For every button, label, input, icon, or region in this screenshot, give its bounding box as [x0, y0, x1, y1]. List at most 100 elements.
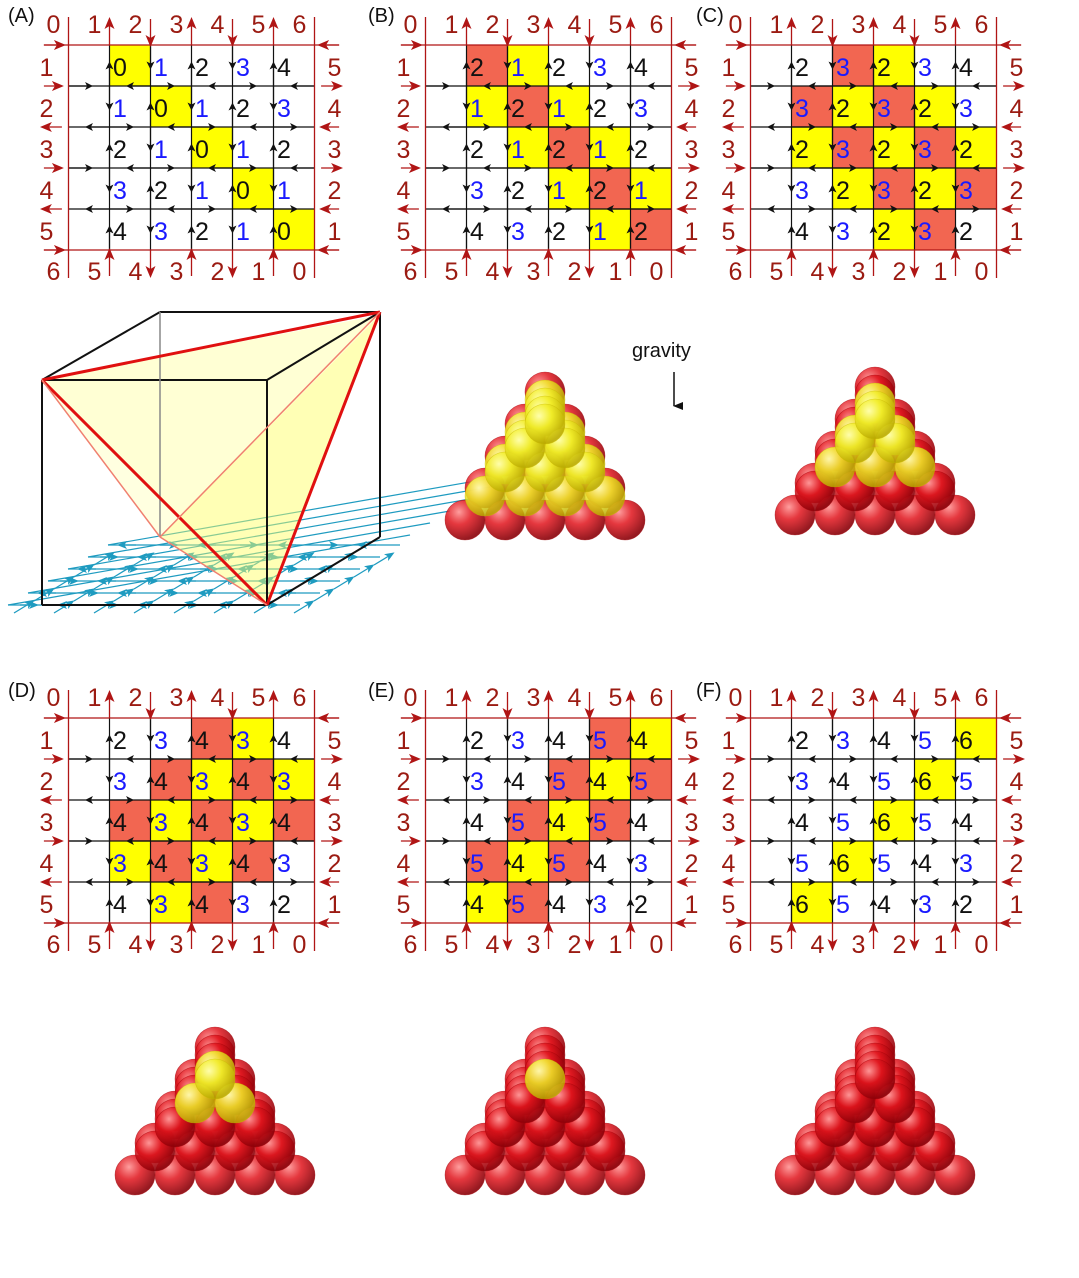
left-label: 5	[40, 218, 54, 246]
cell-fill	[273, 759, 315, 800]
lattice-arrow	[313, 588, 335, 602]
cell-height: 2	[836, 95, 850, 123]
cell-fill	[791, 127, 833, 168]
left-label: 4	[40, 177, 54, 205]
cell-height: 3	[795, 768, 809, 796]
cell-height: 2	[113, 727, 127, 755]
cell-height: 0	[113, 54, 127, 82]
cell-height: 5	[552, 768, 566, 796]
cell-height: 4	[236, 850, 250, 878]
right-label: 4	[1010, 95, 1024, 123]
cell-height: 3	[918, 54, 932, 82]
top-label: 4	[568, 684, 582, 712]
cell-height: 5	[918, 727, 932, 755]
stack-C	[774, 366, 976, 536]
right-label: 1	[685, 891, 699, 919]
cell-height: 3	[277, 95, 291, 123]
bottom-label: 2	[211, 258, 225, 286]
cell-height: 4	[511, 850, 525, 878]
cell-fill	[548, 841, 590, 882]
cell-fill	[150, 882, 192, 923]
cell-height: 1	[277, 177, 291, 205]
left-label: 1	[397, 727, 411, 755]
lattice-arrow	[333, 576, 355, 590]
top-label: 2	[129, 684, 143, 712]
bottom-label: 0	[650, 931, 664, 959]
cell-height: 2	[277, 891, 291, 919]
cell-height: 4	[154, 768, 168, 796]
left-label: 2	[722, 768, 736, 796]
cell-height: 3	[593, 54, 607, 82]
shaded-plane-3	[160, 315, 380, 605]
cell-fill	[589, 168, 631, 209]
cell-height: 5	[836, 891, 850, 919]
cell-fill	[589, 800, 631, 841]
cell-height: 4	[511, 768, 525, 796]
bottom-label: 0	[293, 258, 307, 286]
stack-D	[114, 1026, 316, 1196]
bottom-label: 3	[170, 258, 184, 286]
top-label: 1	[88, 684, 102, 712]
lattice-arrow	[153, 588, 175, 602]
cell-height: 3	[154, 218, 168, 246]
lattice-arrow	[173, 576, 195, 590]
top-label: 4	[211, 11, 225, 39]
cell-fill	[191, 759, 233, 800]
cell-height: 4	[113, 891, 127, 919]
cell-height: 3	[836, 218, 850, 246]
right-label: 3	[328, 136, 342, 164]
top-label: 3	[527, 684, 541, 712]
right-label: 5	[328, 54, 342, 82]
panel-label-A: (A)	[8, 5, 35, 27]
cell-fill	[191, 841, 233, 882]
cell-height: 4	[552, 891, 566, 919]
cell-height: 3	[877, 177, 891, 205]
cell-height: 3	[236, 54, 250, 82]
cell-height: 4	[113, 218, 127, 246]
cell-height: 0	[154, 95, 168, 123]
right-label: 4	[328, 95, 342, 123]
left-label: 1	[40, 727, 54, 755]
cell-height: 1	[113, 95, 127, 123]
cell-height: 1	[552, 177, 566, 205]
stack-E	[444, 1026, 646, 1196]
cell-fill	[232, 759, 274, 800]
cell-fill	[109, 45, 151, 86]
bottom-label: 0	[975, 258, 989, 286]
cell-height: 3	[836, 727, 850, 755]
stack-B	[444, 371, 646, 541]
cell-fill	[630, 759, 672, 800]
bottom-label: 0	[975, 931, 989, 959]
cell-fill	[832, 86, 874, 127]
cell-fill	[232, 718, 274, 759]
stack-F	[774, 1026, 976, 1196]
cell-height: 1	[236, 218, 250, 246]
bottom-label: 4	[129, 258, 143, 286]
cell-height: 3	[795, 95, 809, 123]
top-label: 5	[252, 11, 266, 39]
right-label: 3	[685, 136, 699, 164]
sphere-yellow	[194, 1058, 236, 1100]
cell-height: 2	[470, 727, 484, 755]
cell-fill	[589, 759, 631, 800]
cell-height: 5	[511, 891, 525, 919]
cell-fill	[873, 86, 915, 127]
left-label: 5	[397, 891, 411, 919]
left-label: 4	[397, 177, 411, 205]
top-label: 3	[852, 11, 866, 39]
tetra-inner-edge	[159, 536, 268, 606]
cell-height: 4	[877, 891, 891, 919]
left-label: 2	[397, 768, 411, 796]
right-label: 2	[1010, 850, 1024, 878]
tetra-edge	[40, 378, 269, 607]
bottom-label: 2	[893, 258, 907, 286]
sphere-red	[854, 1058, 896, 1100]
cell-height: 3	[634, 95, 648, 123]
cell-height: 2	[918, 177, 932, 205]
cell-height: 3	[959, 850, 973, 878]
top-label: 4	[211, 684, 225, 712]
cell-fill	[914, 759, 956, 800]
top-label: 2	[129, 11, 143, 39]
cell-height: 3	[195, 768, 209, 796]
